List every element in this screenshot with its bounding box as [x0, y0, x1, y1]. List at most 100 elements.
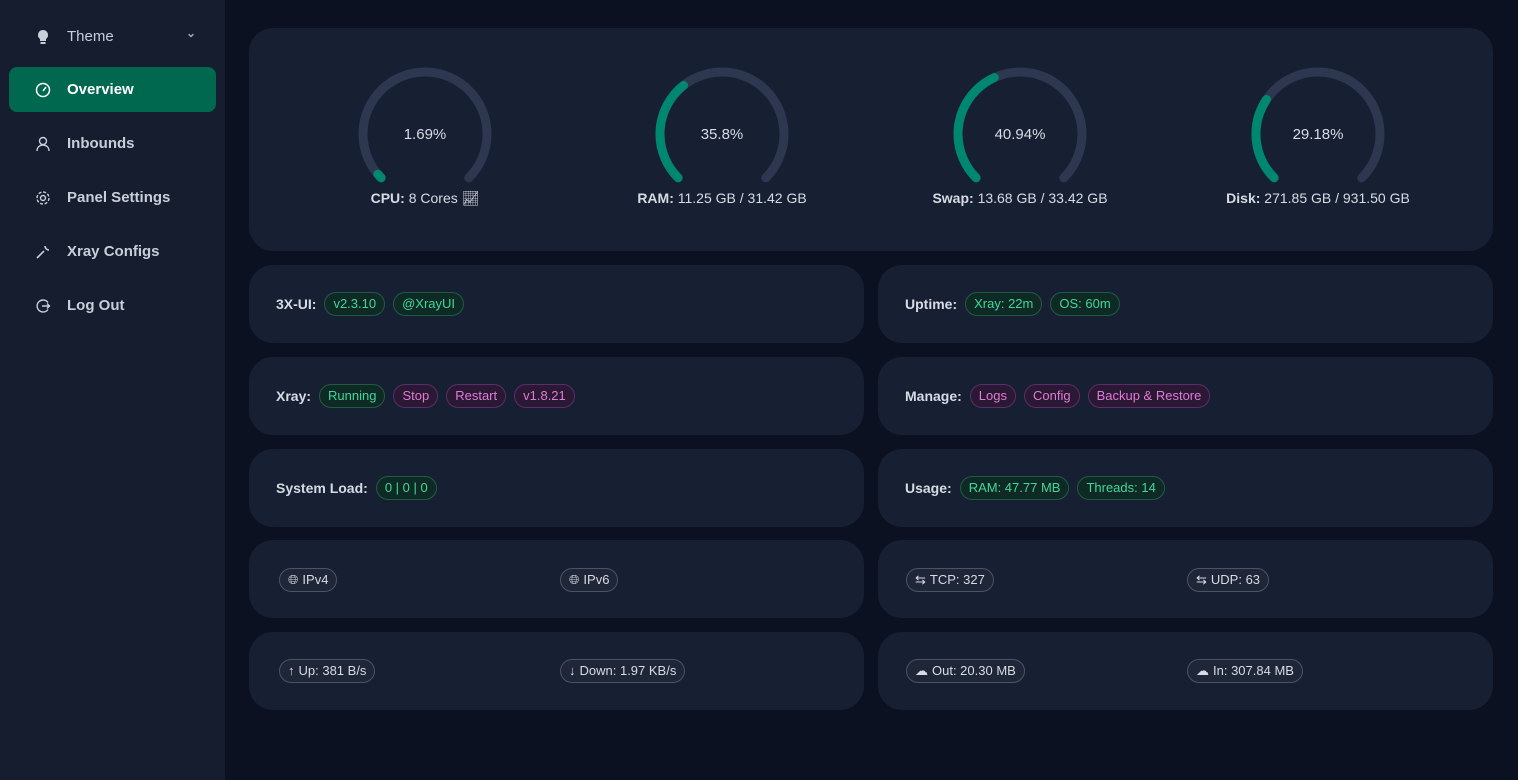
- usage-label: Usage:: [905, 480, 952, 496]
- traffic-in-label: In: 307.84 MB: [1213, 663, 1294, 678]
- arrow-up-icon: ↑: [288, 663, 295, 678]
- sidebar-item-panel-settings[interactable]: Panel Settings: [9, 175, 216, 220]
- cloud-upload-icon: ☁: [915, 663, 928, 678]
- config-button[interactable]: Config: [1024, 384, 1080, 408]
- gauge-label: RAM: 11.25 GB / 31.42 GB: [572, 190, 872, 206]
- sidebar-item-xray-configs[interactable]: Xray Configs: [9, 229, 216, 274]
- dashboard-icon: [35, 82, 51, 98]
- udp-tag: ⇆ UDP: 63: [1187, 568, 1270, 592]
- tcp-label: TCP: 327: [929, 572, 985, 587]
- wrench-icon: [35, 244, 51, 260]
- sidebar-item-label: Log Out: [67, 297, 125, 314]
- logout-icon: [35, 298, 51, 314]
- ipv6-button[interactable]: 🌐︎ IPv6: [560, 568, 619, 592]
- user-icon: [35, 136, 51, 152]
- system-load-card: System Load: 0 | 0 | 0: [249, 449, 864, 527]
- upload-speed-tag: ↑ Up: 381 B/s: [279, 659, 376, 683]
- restart-button[interactable]: Restart: [446, 384, 507, 408]
- ipv4-label: IPv4: [302, 572, 329, 587]
- gauge-cpu: 1.69% CPU: 8 Cores 📈︎: [275, 28, 575, 207]
- xray-status-tag: Running: [319, 384, 386, 408]
- gauge-label: Swap: 13.68 GB / 33.42 GB: [870, 190, 1170, 206]
- gauge-label-title: RAM:: [637, 190, 674, 206]
- gauge-ring: [358, 67, 492, 186]
- traffic-out-label: Out: 20.30 MB: [932, 663, 1016, 678]
- uptime-label: Uptime:: [905, 296, 958, 312]
- gauge-ring: [953, 67, 1087, 186]
- chevron-down-icon[interactable]: ⌄: [185, 26, 196, 40]
- gauge-progress: [655, 67, 789, 186]
- xray-uptime-tag: Xray: 22m: [965, 292, 1043, 316]
- backup-restore-button[interactable]: Backup & Restore: [1087, 384, 1211, 408]
- logs-button[interactable]: Logs: [969, 384, 1016, 408]
- ram-usage-tag: RAM: 47.77 MB: [959, 476, 1070, 500]
- gauge-detail: 8 Cores: [408, 190, 458, 206]
- gauge-value: 29.18%: [1292, 126, 1344, 143]
- sidebar-item-label: Theme: [67, 28, 114, 45]
- gauge-label: CPU: 8 Cores 📈︎: [275, 190, 575, 207]
- gauge-track: [358, 67, 492, 186]
- connections-card: ⇆ TCP: 327 ⇆ UDP: 63: [878, 540, 1493, 618]
- xray-version-button[interactable]: v1.8.21: [514, 384, 575, 408]
- gauge-detail: 271.85 GB / 931.50 GB: [1264, 190, 1410, 206]
- globe-icon: 🌐︎: [569, 572, 580, 587]
- traffic-out-tag: ☁ Out: 20.30 MB: [906, 659, 1025, 683]
- uptime-card: Uptime: Xray: 22m OS: 60m: [878, 265, 1493, 343]
- manage-card: Manage: Logs Config Backup & Restore: [878, 357, 1493, 435]
- traffic-card: ☁ Out: 20.30 MB ☁ In: 307.84 MB: [878, 632, 1493, 710]
- gauge-label-title: Disk:: [1226, 190, 1261, 206]
- swap-arrows-icon: ⇆: [915, 572, 926, 587]
- gauge-ring: [655, 67, 789, 186]
- gauge-progress: [358, 67, 492, 186]
- tcp-tag: ⇆ TCP: 327: [906, 568, 994, 592]
- sidebar: Theme ⌄ Overview Inbounds Panel Settings…: [0, 0, 225, 780]
- gauge-ring: [1251, 67, 1385, 186]
- gauge-label: Disk: 271.85 GB / 931.50 GB: [1168, 190, 1468, 206]
- globe-icon: 🌐︎: [288, 572, 299, 587]
- gauge-value: 35.8%: [700, 126, 744, 143]
- threads-tag: Threads: 14: [1077, 476, 1165, 500]
- gauge-detail: 13.68 GB / 33.42 GB: [977, 190, 1108, 206]
- panel-version-tag: v2.3.10: [324, 292, 386, 316]
- gauge-ram: 35.8% RAM: 11.25 GB / 31.42 GB: [572, 28, 872, 206]
- udp-label: UDP: 63: [1210, 572, 1261, 587]
- gauge-value: 40.94%: [994, 126, 1046, 143]
- channel-link[interactable]: @XrayUI: [393, 292, 465, 316]
- gauge-disk: 29.18% Disk: 271.85 GB / 931.50 GB: [1168, 28, 1468, 206]
- os-uptime-tag: OS: 60m: [1050, 292, 1120, 316]
- bulb-icon: [35, 29, 51, 45]
- sidebar-item-log-out[interactable]: Log Out: [9, 283, 216, 328]
- speed-card: ↑ Up: 381 B/s ↓ Down: 1.97 KB/s: [249, 632, 864, 710]
- gauge-progress: [953, 67, 1087, 186]
- sidebar-item-theme[interactable]: Theme ⌄: [9, 14, 216, 59]
- area-chart-icon[interactable]: 📈︎: [461, 190, 480, 206]
- ip-card: 🌐︎ IPv4 🌐︎ IPv6: [249, 540, 864, 618]
- stop-button[interactable]: Stop: [393, 384, 439, 408]
- sidebar-item-label: Overview: [67, 81, 134, 98]
- download-speed-tag: ↓ Down: 1.97 KB/s: [560, 659, 686, 683]
- sidebar-item-overview[interactable]: Overview: [9, 67, 216, 112]
- ipv4-button[interactable]: 🌐︎ IPv4: [279, 568, 338, 592]
- xray-label: Xray:: [276, 388, 312, 404]
- cloud-download-icon: ☁: [1196, 663, 1209, 678]
- upload-speed-label: Up: 381 B/s: [298, 663, 367, 678]
- gauge-label-title: Swap:: [932, 190, 974, 206]
- gear-icon: [35, 190, 51, 206]
- sidebar-item-inbounds[interactable]: Inbounds: [9, 121, 216, 166]
- gauge-detail: 11.25 GB / 31.42 GB: [677, 190, 807, 206]
- sidebar-item-label: Panel Settings: [67, 189, 171, 206]
- sidebar-item-label: Inbounds: [67, 135, 135, 152]
- gauge-swap: 40.94% Swap: 13.68 GB / 33.42 GB: [870, 28, 1170, 206]
- panel-info-card: 3X-UI: v2.3.10 @XrayUI: [249, 265, 864, 343]
- manage-label: Manage:: [905, 388, 962, 404]
- sidebar-item-label: Xray Configs: [67, 243, 160, 260]
- gauge-value: 1.69%: [403, 126, 447, 143]
- system-load-label: System Load:: [276, 480, 368, 496]
- swap-arrows-icon: ⇆: [1196, 572, 1207, 587]
- arrow-down-icon: ↓: [569, 663, 576, 678]
- gauge-progress: [1251, 67, 1385, 186]
- usage-card: Usage: RAM: 47.77 MB Threads: 14: [878, 449, 1493, 527]
- system-load-tag: 0 | 0 | 0: [375, 476, 437, 500]
- xray-card: Xray: Running Stop Restart v1.8.21: [249, 357, 864, 435]
- ipv6-label: IPv6: [583, 572, 610, 587]
